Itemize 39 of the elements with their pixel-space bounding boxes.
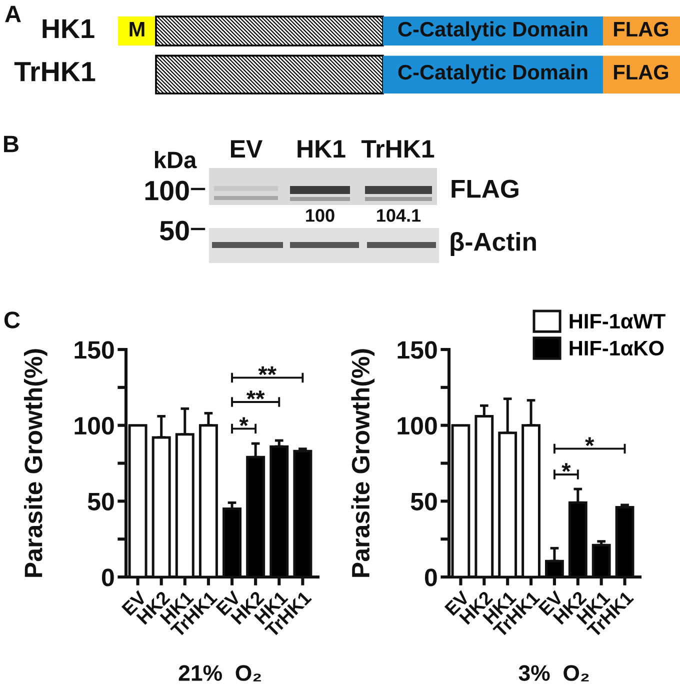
legend-label: HIF-1αWT xyxy=(570,314,666,329)
text: 50 xyxy=(160,220,189,240)
text: FLAG xyxy=(614,22,668,37)
text: kDa xyxy=(154,150,197,168)
text: HK1 xyxy=(298,140,346,158)
annotation: ** xyxy=(258,366,277,376)
text: FLAG xyxy=(614,64,668,80)
chart-title: C xyxy=(4,312,20,328)
y-tick-label: 150 xyxy=(398,341,437,359)
y-tick-label: 50 xyxy=(88,492,114,510)
text: C-Catalytic Domain xyxy=(398,64,588,84)
text: TrHK1 xyxy=(361,140,434,158)
y-tick-label: 100 xyxy=(398,416,437,435)
y-tick-label: 100 xyxy=(74,416,114,435)
y-tick-label: 150 xyxy=(74,341,114,359)
annotation: * xyxy=(562,463,571,472)
annotation: * xyxy=(585,437,594,446)
text: FLAG xyxy=(452,180,518,198)
text: A xyxy=(5,6,21,22)
y-tick-label: 0 xyxy=(424,568,437,586)
text: B xyxy=(4,136,18,152)
text: 104.1 xyxy=(377,209,421,222)
y-axis-title: Parasite Growth(%) xyxy=(24,349,48,577)
text: HK1 xyxy=(42,19,94,38)
legend-label: HIF-1αKO xyxy=(570,340,664,356)
text: 100 xyxy=(306,209,334,222)
text: 100 xyxy=(145,180,189,200)
text: β-Actin xyxy=(450,232,536,256)
y-axis-title: Parasite Growth(%) xyxy=(351,349,375,577)
text: TrHK1 xyxy=(14,62,96,82)
y-tick-label: 50 xyxy=(410,492,437,510)
y-tick-label: 0 xyxy=(102,568,114,586)
text: EV xyxy=(230,140,263,158)
x-axis-title: 3% O₂ xyxy=(518,665,589,682)
x-axis-title: 21% O₂ xyxy=(178,665,261,682)
annotation: ** xyxy=(246,390,265,400)
annotation: * xyxy=(239,417,248,426)
text: M xyxy=(130,22,144,36)
text: C-Catalytic Domain xyxy=(398,21,588,41)
